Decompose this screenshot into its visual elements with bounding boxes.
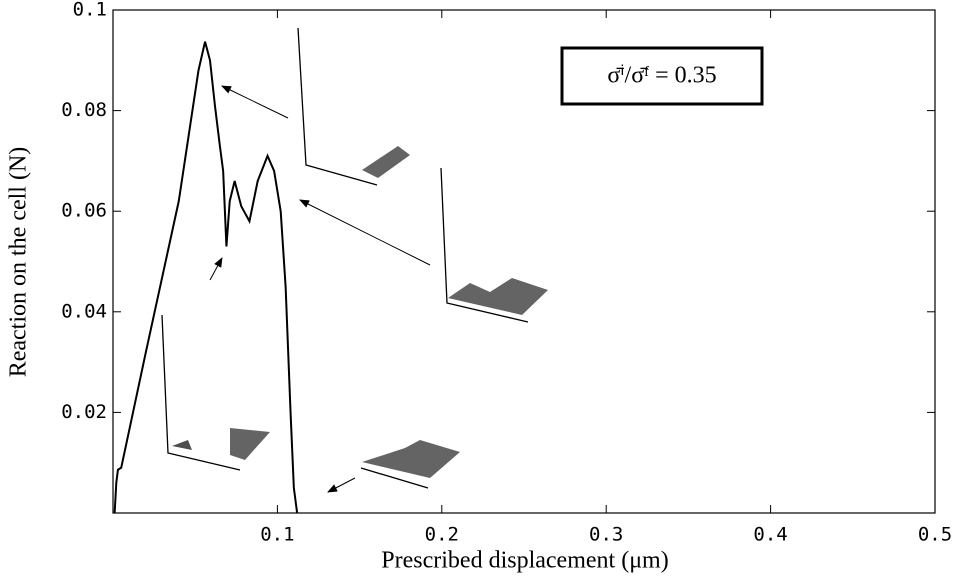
y-tick-label: 0.1 (73, 0, 107, 21)
y-axis-label: Reaction on the cell (N) (6, 147, 32, 378)
x-tick-label: 0.3 (589, 524, 623, 546)
x-axis-label: Prescribed displacement (μm) (381, 548, 668, 574)
y-tick-label: 0.08 (61, 99, 107, 121)
data-line (115, 42, 297, 513)
y-tick-label: 0.06 (61, 200, 107, 222)
page: σ̄ⁱ/σ̄ᶠ = 0.35 Prescribed displacement (… (0, 0, 955, 582)
x-tick-label: 0.1 (260, 524, 294, 546)
chart: σ̄ⁱ/σ̄ᶠ = 0.35 Prescribed displacement (… (0, 0, 955, 582)
inset-meshes (172, 146, 548, 478)
x-tick-label: 0.2 (425, 524, 459, 546)
x-tick-label: 0.4 (753, 524, 787, 546)
y-tick-label: 0.04 (61, 300, 107, 322)
x-tick-label: 0.5 (918, 524, 952, 546)
insets (162, 28, 528, 488)
annotation: σ̄ⁱ/σ̄ᶠ = 0.35 (607, 63, 716, 89)
y-tick-label: 0.02 (61, 401, 107, 423)
